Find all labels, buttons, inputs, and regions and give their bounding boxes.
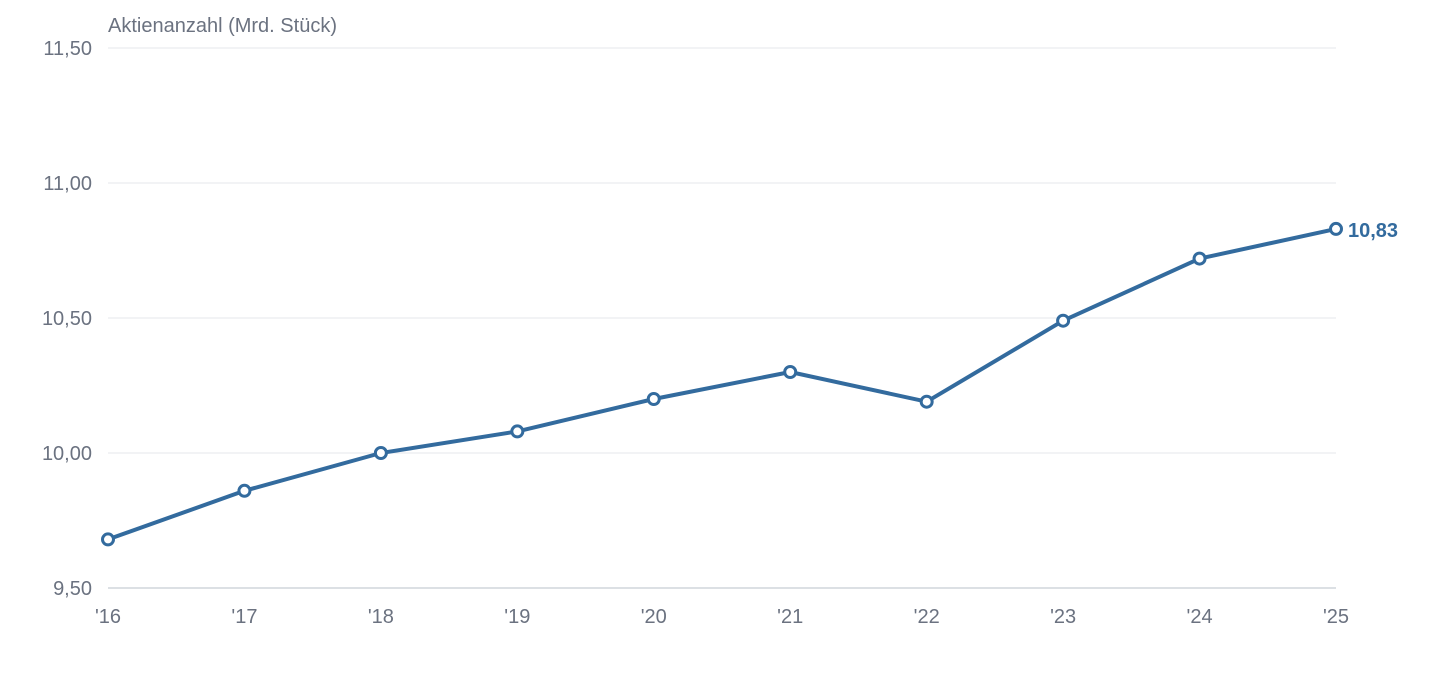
data-point xyxy=(646,392,661,406)
data-point xyxy=(101,532,115,547)
x-tick-label: '21 xyxy=(777,606,803,628)
data-point xyxy=(1329,221,1343,236)
y-tick-label: 11,50 xyxy=(43,38,92,60)
y-axis-ticks: 9,50 10,00 10,50 11,00 11,50 xyxy=(42,38,92,600)
y-axis-label: Aktienanzahl (Mrd. Stück) xyxy=(108,15,337,37)
gridlines xyxy=(108,47,1336,589)
x-tick-label: '18 xyxy=(368,606,394,628)
x-tick-label: '19 xyxy=(504,606,530,628)
x-tick-label: '23 xyxy=(1050,606,1076,628)
x-tick-label: '17 xyxy=(231,606,257,628)
series-line xyxy=(106,226,1338,542)
data-point xyxy=(510,424,525,439)
x-tick-label: '16 xyxy=(95,606,121,628)
y-tick-label: 10,00 xyxy=(42,443,92,465)
end-value-label: 10,83 xyxy=(1348,220,1398,242)
data-point xyxy=(1056,313,1071,328)
data-point xyxy=(1192,251,1207,266)
x-tick-label: '20 xyxy=(641,606,667,628)
data-markers xyxy=(101,221,1343,547)
y-tick-label: 9,50 xyxy=(53,578,92,600)
x-tick-label: '22 xyxy=(914,606,940,628)
y-tick-label: 11,00 xyxy=(43,173,92,195)
y-tick-label: 10,50 xyxy=(42,308,92,330)
data-point xyxy=(237,483,252,498)
series-group xyxy=(106,226,1338,542)
data-point xyxy=(919,394,934,409)
x-tick-label: '24 xyxy=(1187,606,1213,628)
data-point xyxy=(373,446,388,460)
x-axis-ticks: '16 '17 '18 '19 '20 '21 '22 '23 '24 '25 xyxy=(95,606,1349,628)
data-point xyxy=(783,365,798,379)
x-tick-label: '25 xyxy=(1323,606,1349,628)
